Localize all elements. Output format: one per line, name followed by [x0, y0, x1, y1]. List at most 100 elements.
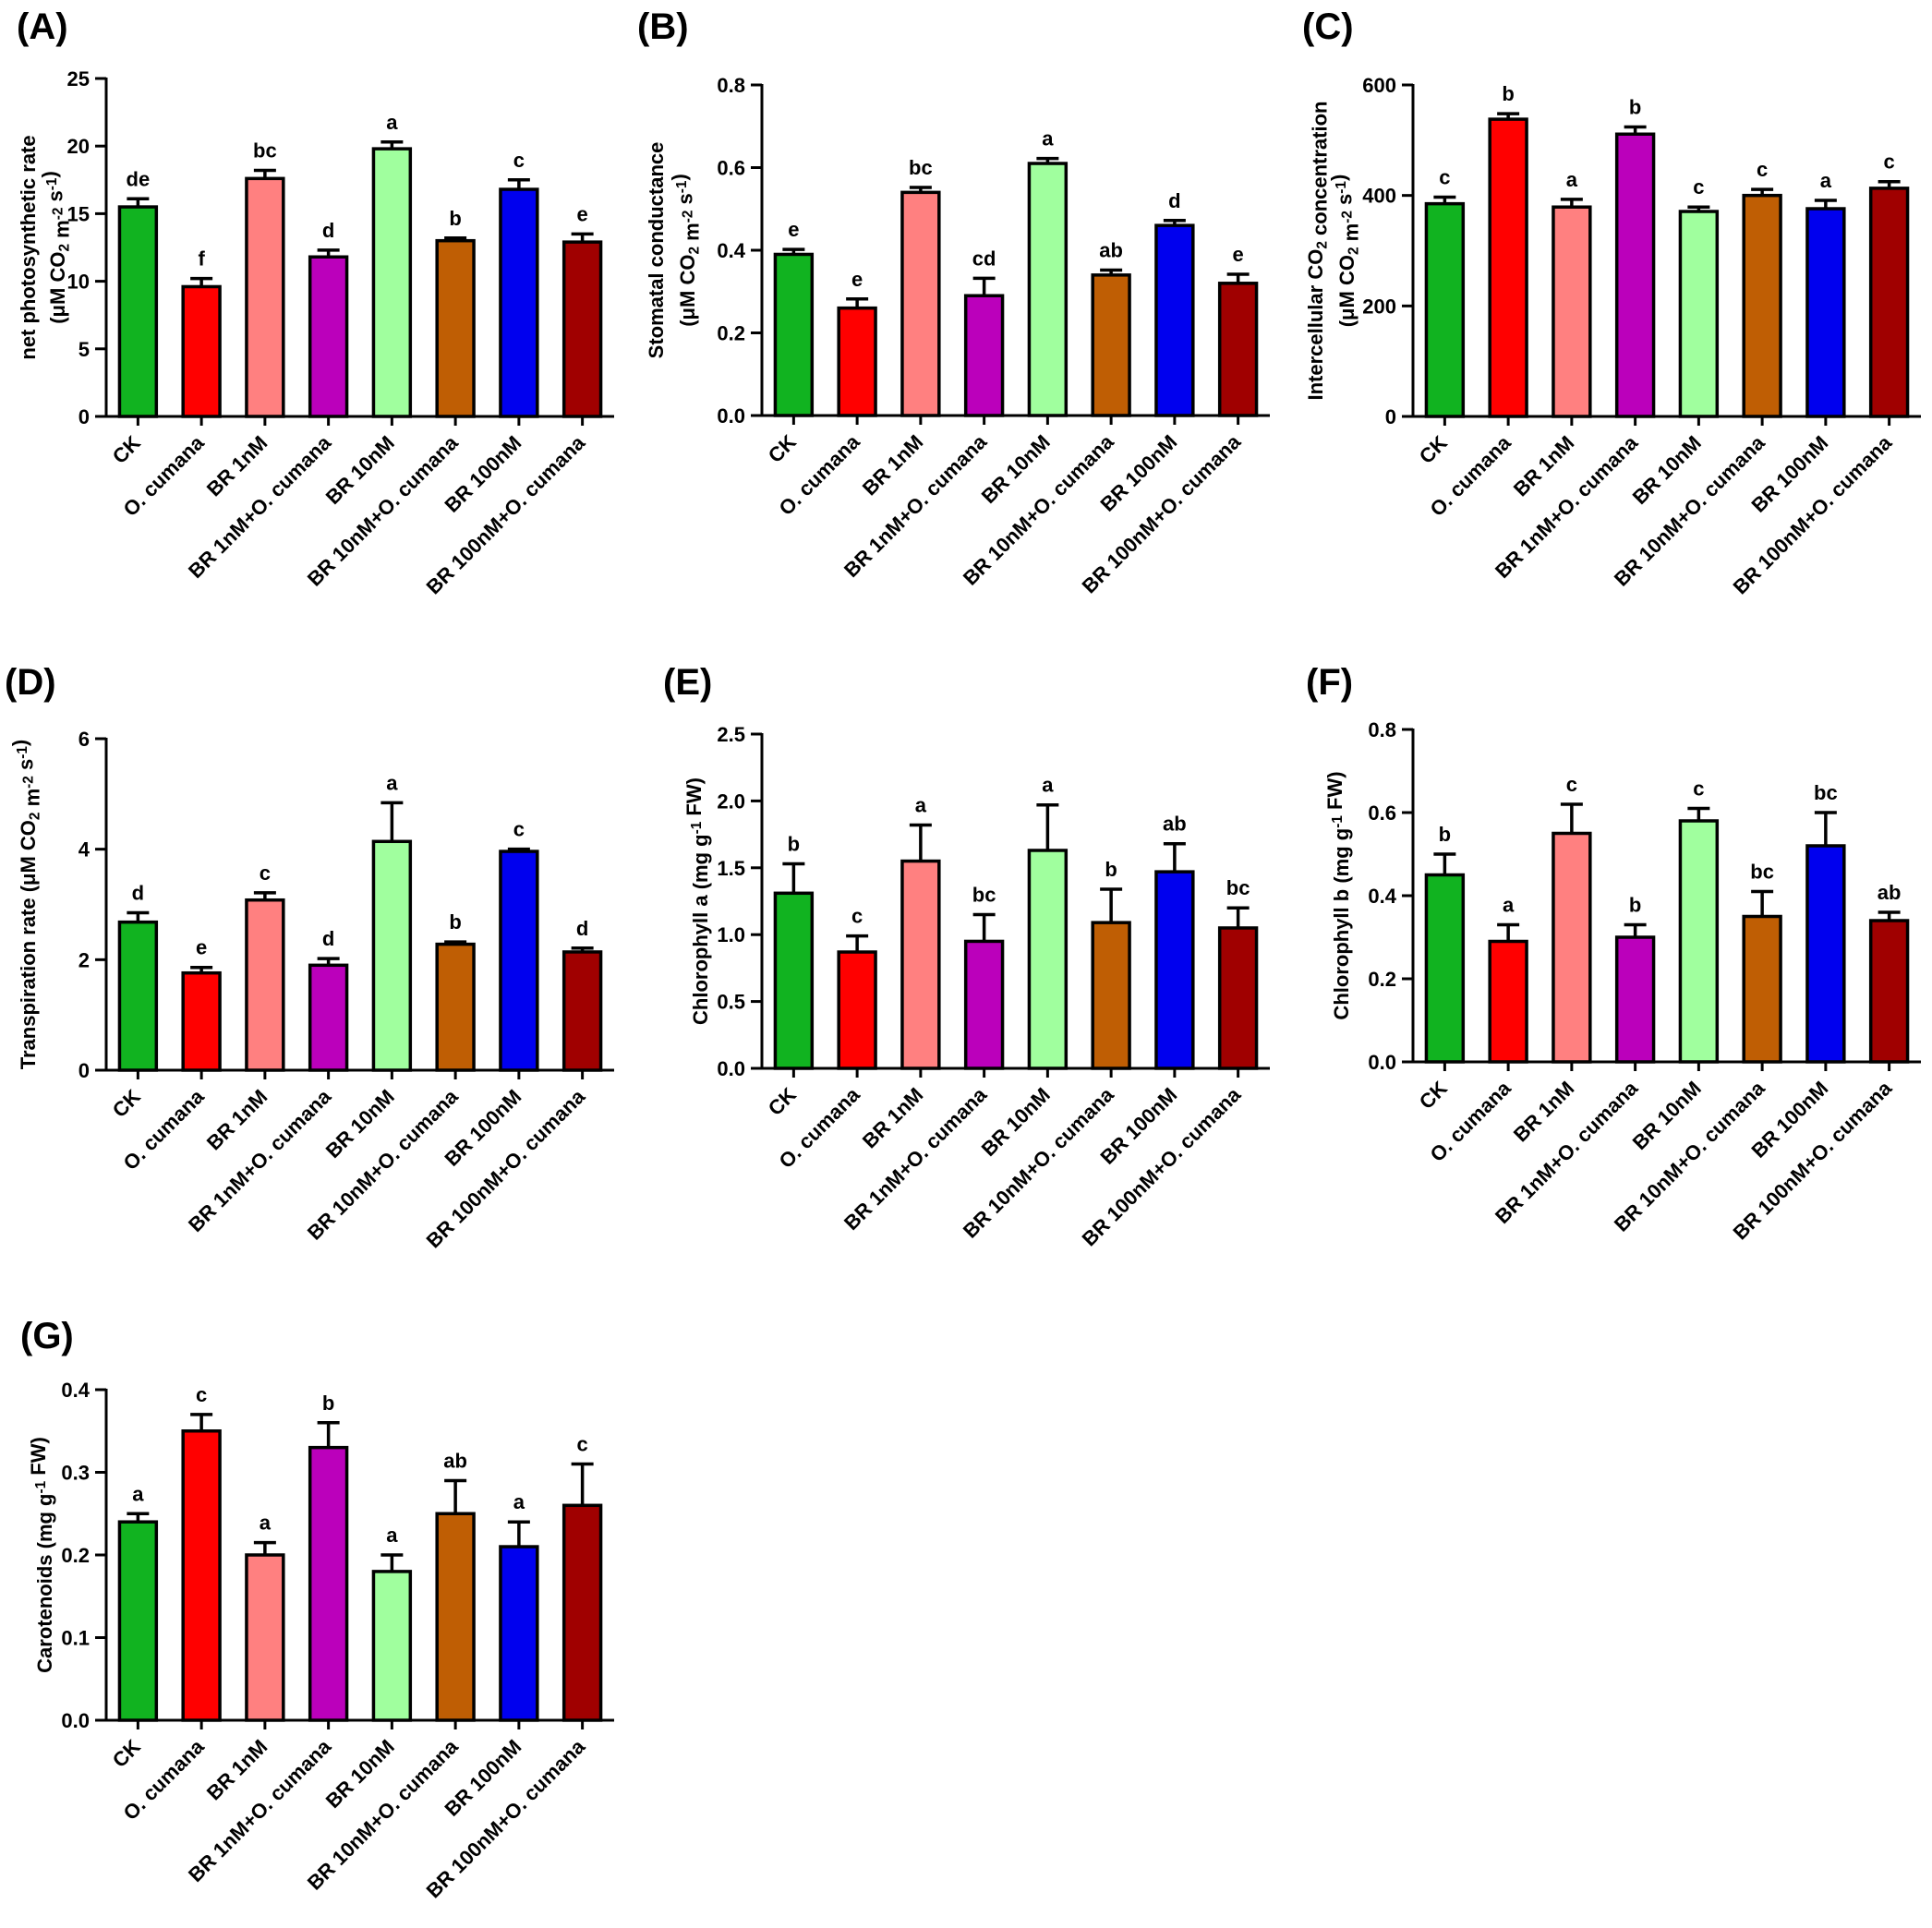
y-tick-label: 1.0	[717, 923, 745, 946]
panel-label: (G)	[20, 1316, 74, 1356]
significance-letter: ab	[1099, 238, 1123, 261]
significance-letter: cd	[972, 247, 996, 270]
y-tick-label: 20	[67, 135, 90, 158]
bar-br-10nm-o-cumana	[1091, 273, 1131, 417]
significance-letter: bc	[1226, 876, 1250, 899]
significance-letter: a	[386, 771, 398, 794]
x-tick-label: CK	[108, 1735, 145, 1772]
bar-o-cumana	[1488, 939, 1528, 1064]
chart-panel-f: (F) 0.0 0.2 0.4 0.6 0.8 Chlorophyll b (mg g-1 …	[1306, 662, 1921, 1244]
bar-br-100nm	[499, 850, 539, 1072]
y-tick-label: 0.0	[717, 404, 745, 428]
significance-letter: b	[322, 1392, 334, 1415]
y-axis-title: Chlorophyll b (mg g-1 FW)	[1323, 771, 1353, 1019]
y-tick-label: 15	[67, 202, 90, 225]
panel-label: (A)	[17, 6, 68, 47]
bar-br-100nm	[499, 1545, 539, 1722]
significance-letter: a	[1042, 127, 1054, 151]
y-tick-label: 0	[78, 405, 90, 428]
significance-letter: b	[1502, 82, 1514, 105]
bar-br-1nm	[245, 1553, 285, 1722]
bar-br-100nm-o-cumana	[1217, 926, 1259, 1070]
bar-ck	[117, 920, 159, 1072]
significance-letter: c	[1439, 165, 1450, 188]
bar-br-1nm-o-cumana	[963, 294, 1005, 417]
bar-br-1nm-o-cumana	[963, 939, 1005, 1070]
significance-letter: c	[513, 818, 525, 841]
y-tick-label: 0.5	[717, 991, 745, 1014]
bar-o-cumana	[837, 306, 877, 417]
bar-br-1nm-o-cumana	[308, 963, 349, 1072]
significance-letter: a	[386, 1524, 398, 1547]
bar-o-cumana	[181, 284, 222, 418]
y-tick-label: 0	[78, 1059, 90, 1082]
significance-letter: d	[576, 917, 588, 940]
y-tick-label: 400	[1362, 185, 1396, 208]
bar-br-1nm	[1552, 205, 1592, 418]
panel-label: (E)	[663, 662, 712, 703]
bar-br-1nm	[900, 859, 941, 1070]
y-tick-label: 0.4	[717, 239, 745, 262]
significance-letter: b	[1105, 858, 1117, 881]
bar-br-100nm	[499, 187, 539, 418]
significance-letter: ab	[1878, 881, 1902, 904]
significance-letter: e	[788, 218, 799, 241]
significance-letter: c	[1757, 158, 1768, 181]
significance-letter: d	[132, 881, 144, 904]
y-tick-label: 0.0	[1368, 1051, 1396, 1074]
bar-br-1nm	[245, 898, 285, 1072]
significance-letter: bc	[253, 139, 277, 163]
significance-letter: b	[449, 910, 461, 934]
significance-letter: f	[198, 247, 205, 271]
bar-br-100nm	[1805, 207, 1846, 418]
y-tick-label: 0.1	[61, 1627, 90, 1650]
significance-letter: e	[196, 936, 207, 959]
x-tick-label: CK	[108, 431, 145, 468]
bar-br-1nm	[1552, 831, 1592, 1064]
bar-br-100nm-o-cumana	[1217, 282, 1259, 417]
bar-ck	[1424, 201, 1466, 418]
bar-br-1nm	[245, 176, 285, 418]
significance-letter: bc	[1750, 861, 1774, 884]
significance-letter: d	[322, 927, 334, 950]
y-tick-label: 200	[1362, 295, 1396, 318]
y-tick-label: 1.5	[717, 857, 745, 880]
bar-o-cumana	[181, 970, 222, 1072]
significance-letter: e	[851, 268, 863, 291]
bar-br-1nm-o-cumana	[308, 255, 349, 418]
panel-label: (C)	[1302, 6, 1354, 47]
y-tick-label: 0.2	[1368, 968, 1396, 991]
chart-panel-g: (G) 0.0 0.1 0.2 0.3 0.4 Carotenoids (mg g-1 FW…	[20, 1316, 614, 1902]
significance-letter: b	[1629, 894, 1641, 917]
x-tick-label: CK	[764, 430, 801, 467]
significance-letter: c	[196, 1383, 207, 1406]
y-tick-label: 2.0	[717, 789, 745, 813]
y-tick-label: 0.8	[717, 74, 745, 97]
y-tick-label: 0.4	[1368, 885, 1396, 908]
x-tick-label: CK	[764, 1083, 801, 1120]
bar-ck	[773, 252, 815, 417]
y-axis-title: Chlorophyll a (mg g-1 FW)	[682, 777, 712, 1025]
bar-br-10nm	[1027, 849, 1069, 1070]
significance-letter: a	[386, 111, 398, 134]
significance-letter: b	[449, 207, 461, 230]
significance-letter: c	[1884, 151, 1895, 174]
significance-letter: ab	[1163, 813, 1187, 836]
significance-letter: d	[322, 219, 334, 242]
y-tick-label: 0.2	[717, 322, 745, 345]
significance-letter: de	[127, 167, 151, 190]
significance-letter: bc	[1814, 781, 1838, 804]
y-tick-label: 0.0	[61, 1709, 90, 1732]
bar-br-1nm	[900, 190, 941, 417]
panel-label: (D)	[5, 662, 56, 703]
bar-br-10nm-o-cumana	[1742, 914, 1782, 1064]
bar-br-100nm	[1805, 844, 1846, 1064]
significance-letter: a	[513, 1490, 525, 1513]
bar-br-10nm-o-cumana	[435, 1512, 476, 1722]
bar-br-10nm-o-cumana	[435, 238, 476, 418]
significance-letter: d	[1168, 189, 1180, 212]
significance-letter: bc	[909, 156, 933, 179]
bar-br-100nm-o-cumana	[561, 950, 603, 1072]
significance-letter: a	[1820, 169, 1832, 192]
x-tick-label: CK	[108, 1085, 145, 1122]
